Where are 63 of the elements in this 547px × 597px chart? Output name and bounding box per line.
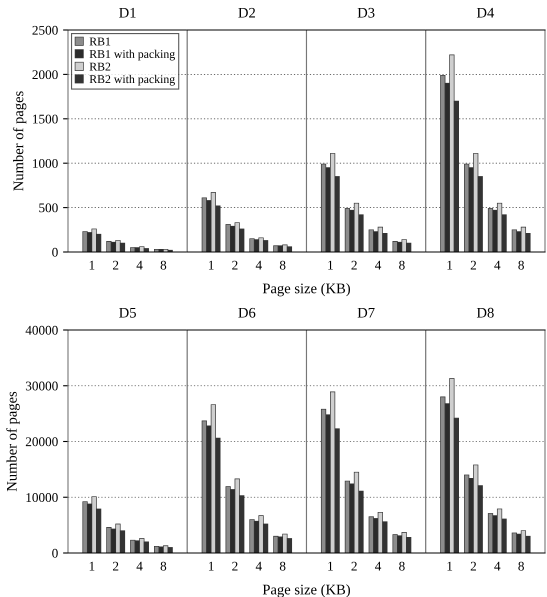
y-tick-label: 20000 [26, 437, 58, 446]
x-tick-label: 1 [208, 562, 214, 570]
bar [262, 240, 268, 252]
x-tick-label: 4 [256, 260, 262, 270]
chart-title: D8 [476, 308, 494, 318]
x-tick-label: 8 [399, 260, 405, 270]
y-tick-label: 1500 [33, 114, 58, 124]
x-tick-label: 8 [518, 260, 524, 270]
x-tick-label: 2 [470, 260, 476, 270]
chart-title: D5 [119, 308, 136, 318]
x-tick-label: 8 [160, 562, 166, 571]
chart-title: D3 [358, 8, 374, 18]
legend-label: RB2 [90, 62, 110, 71]
chart-title: D6 [238, 308, 256, 318]
bar [512, 532, 517, 553]
x-tick-label: 8 [399, 562, 405, 571]
x-tick-label: 1 [208, 260, 214, 270]
x-tick-label: 8 [518, 562, 524, 571]
legend-label: RB2 with packing [90, 74, 175, 86]
x-tick-label: 4 [375, 260, 382, 270]
x-tick-label: 4 [494, 562, 500, 570]
x-tick-label: 4 [136, 260, 143, 270]
y-tick-label: 10000 [26, 493, 58, 502]
x-axis-title: Page size (KB) [262, 283, 350, 296]
y-tick-label: 1000 [33, 159, 58, 168]
y-axis-title: Number of pages [6, 392, 20, 492]
x-tick-label: 8 [160, 260, 166, 270]
legend-label: RB1 with packing [90, 50, 175, 60]
x-tick-label: 2 [112, 260, 118, 270]
x-tick-label: 1 [328, 562, 333, 570]
bar [273, 536, 278, 553]
y-tick-label: 0 [52, 248, 58, 257]
x-tick-label: 8 [280, 260, 286, 270]
x-tick-label: 4 [256, 562, 262, 570]
x-tick-label: 2 [470, 562, 476, 570]
x-tick-label: 1 [328, 260, 333, 270]
y-tick-label: 2500 [32, 26, 58, 35]
x-tick-label: 8 [280, 562, 286, 571]
x-tick-label: 4 [375, 562, 382, 570]
x-tick-label: 1 [90, 562, 94, 570]
x-tick-label: 2 [232, 562, 238, 570]
bar [512, 229, 517, 252]
y-tick-label: 500 [39, 203, 58, 212]
y-axis-title: Number of pages [12, 91, 26, 191]
chart-title: D4 [476, 8, 494, 18]
y-tick-label: 30000 [26, 382, 58, 390]
x-tick-label: 2 [351, 260, 357, 270]
x-axis-title: Page size (KB) [262, 584, 350, 597]
x-tick-label: 2 [351, 562, 357, 570]
x-tick-label: 1 [447, 260, 452, 270]
y-tick-label: 2000 [32, 70, 58, 80]
legend-label: RB1 [90, 38, 110, 46]
x-tick-label: 4 [136, 562, 143, 570]
chart-title: D1 [119, 8, 136, 18]
x-tick-label: 1 [90, 260, 94, 270]
x-tick-label: 1 [447, 562, 452, 570]
x-tick-label: 2 [232, 260, 238, 270]
chart-title: D7 [358, 308, 375, 318]
y-tick-label: 0 [52, 548, 58, 558]
x-tick-label: 2 [112, 562, 118, 570]
x-tick-label: 4 [494, 260, 500, 270]
chart-title: D2 [238, 8, 255, 18]
y-tick-label: 40000 [26, 326, 58, 335]
